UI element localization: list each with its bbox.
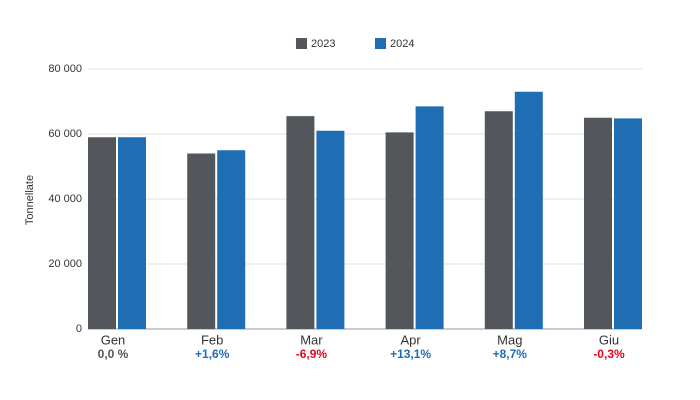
change-label: -6,9%	[296, 347, 328, 361]
bar	[217, 150, 246, 329]
bar	[316, 130, 345, 329]
legend-label: 2023	[311, 38, 335, 50]
change-label: +8,7%	[493, 347, 528, 361]
bar	[118, 137, 146, 329]
y-tick-label: 20 000	[48, 258, 82, 270]
bar	[584, 117, 612, 329]
y-tick-label: 40 000	[48, 193, 82, 205]
x-tick-label: Feb	[201, 332, 223, 347]
legend-swatch	[375, 38, 386, 49]
change-label: -0,3%	[593, 347, 625, 361]
x-tick-label: Mar	[300, 332, 323, 347]
change-label: +13,1%	[390, 347, 431, 361]
bar	[484, 111, 513, 329]
x-tick-label: Mag	[497, 332, 522, 347]
bar	[514, 91, 543, 329]
y-tick-label: 80 000	[48, 63, 82, 75]
y-tick-label: 0	[76, 323, 82, 335]
legend-swatch	[296, 38, 307, 49]
bar	[286, 116, 315, 329]
x-tick-label: Giu	[599, 332, 619, 347]
bar	[187, 153, 216, 329]
x-tick-label: Apr	[400, 332, 421, 347]
bar	[385, 132, 414, 329]
legend-label: 2024	[390, 38, 414, 50]
y-axis-label: Tonnellate	[24, 175, 36, 225]
x-tick-label: Gen	[101, 332, 126, 347]
y-tick-label: 60 000	[48, 128, 82, 140]
change-label: +1,6%	[195, 347, 230, 361]
bar	[614, 118, 642, 330]
bar	[415, 106, 444, 329]
bar	[88, 137, 116, 329]
change-label: 0,0 %	[98, 347, 129, 361]
